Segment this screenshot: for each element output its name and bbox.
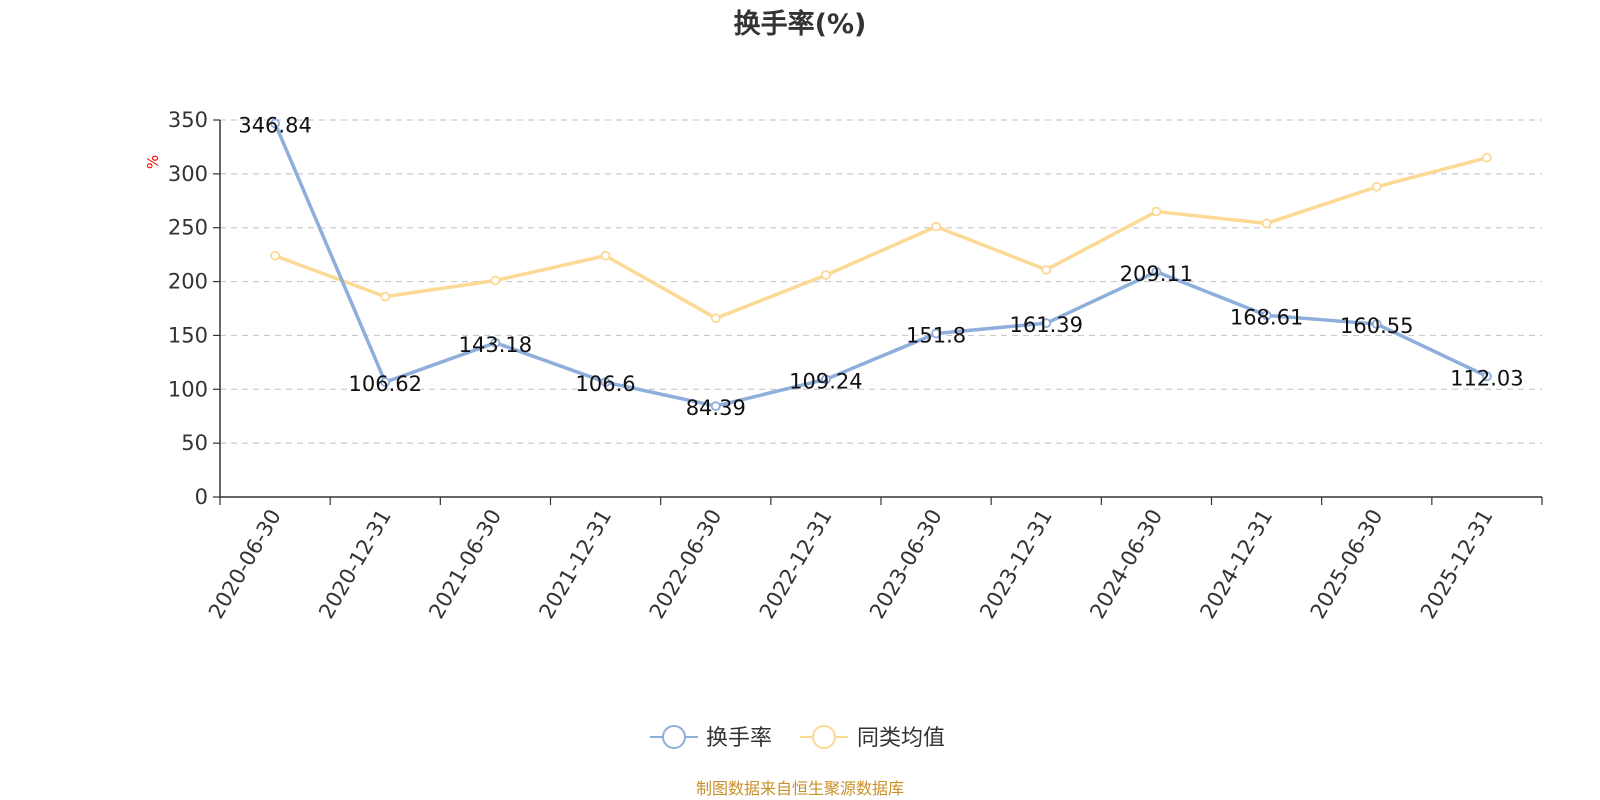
data-point <box>380 291 391 302</box>
y-tick-label: 100 <box>168 377 208 401</box>
data-point <box>270 118 280 129</box>
legend-label: 同类均值 <box>857 726 945 751</box>
data-point <box>490 337 501 348</box>
chart-title: 换手率(%) <box>734 8 867 40</box>
series-line <box>274 156 1488 320</box>
x-tick-label: 2020-06-30 <box>204 505 286 623</box>
legend-marker <box>662 725 686 749</box>
data-point <box>270 250 280 261</box>
data-point <box>710 313 721 324</box>
data-label: 84.39 <box>686 396 746 420</box>
y-tick-label: 50 <box>181 431 208 455</box>
data-label: 106.62 <box>349 372 422 396</box>
y-tick-label: 0 <box>195 485 208 509</box>
y-tick-label: 250 <box>168 216 208 240</box>
data-label: 168.61 <box>1230 305 1303 329</box>
data-point <box>821 374 831 385</box>
data-point <box>1261 218 1272 229</box>
x-tick-label: 2022-12-31 <box>755 505 837 623</box>
x-tick-label: 2024-12-31 <box>1195 505 1277 623</box>
x-tick-label: 2023-06-30 <box>865 505 947 623</box>
data-label: 151.8 <box>906 323 966 347</box>
data-labels: 346.84 106.62 143.18 106.6 84.39 109.24 151.8 1… <box>238 113 1523 420</box>
y-axis-unit: % <box>144 155 162 169</box>
y-tick-label: 200 <box>168 270 208 294</box>
data-point <box>1371 181 1382 192</box>
x-tick-label: 2022-06-30 <box>645 505 727 623</box>
data-label: 106.6 <box>576 372 636 396</box>
data-point <box>1041 318 1052 329</box>
data-point <box>1482 371 1492 382</box>
y-tick-label: 300 <box>168 162 208 186</box>
x-tick-label: 2020-12-31 <box>314 505 396 623</box>
data-point <box>600 250 611 261</box>
series <box>270 118 1492 411</box>
y-tick-label: 150 <box>168 323 208 347</box>
data-point <box>931 221 941 232</box>
legend-label: 换手率 <box>706 726 772 751</box>
data-label: 112.03 <box>1450 366 1523 390</box>
data-point <box>600 377 611 388</box>
series-line <box>273 122 1488 408</box>
data-point <box>710 401 721 411</box>
data-point <box>1151 206 1162 217</box>
data-label: 346.84 <box>238 113 311 137</box>
y-tick-label: 350 <box>168 108 208 132</box>
data-point <box>380 377 391 388</box>
source-note: 制图数据来自恒生聚源数据库 <box>696 779 904 798</box>
data-point <box>1482 152 1492 163</box>
x-tick-label: 2024-06-30 <box>1085 505 1167 623</box>
data-label: 160.55 <box>1340 314 1413 338</box>
data-point <box>1151 266 1162 277</box>
x-tick-label: 2025-06-30 <box>1306 505 1388 623</box>
data-point <box>1371 319 1382 329</box>
data-point <box>931 328 941 339</box>
legend-marker <box>812 725 836 749</box>
x-tick-label: 2023-12-31 <box>975 505 1057 623</box>
data-label: 109.24 <box>789 369 862 393</box>
data-point <box>490 275 501 286</box>
data-label: 161.39 <box>1010 313 1083 337</box>
legend: 换手率 同类均值 <box>650 725 945 751</box>
data-label: 209.11 <box>1120 262 1193 286</box>
data-label: 143.18 <box>459 333 532 357</box>
grid <box>220 119 1542 444</box>
data-point <box>1261 310 1272 321</box>
x-tick-label: 2021-12-31 <box>534 505 616 623</box>
x-tick-label: 2021-06-30 <box>424 505 506 623</box>
data-point <box>821 270 831 281</box>
data-point <box>1041 264 1052 275</box>
x-tick-label: 2025-12-31 <box>1416 505 1498 623</box>
